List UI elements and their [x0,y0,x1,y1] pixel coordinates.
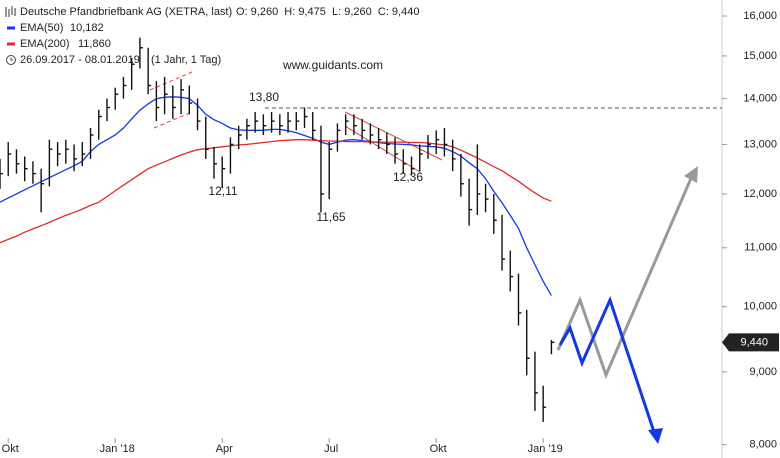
last-price-box [722,333,779,352]
legend-value: 11,860 [78,38,111,50]
x-tick-label: Apr [216,443,233,455]
y-tick-label: 16,000 [743,10,777,22]
legend-value: 10,182 [70,22,104,34]
y-tick-label: 15,000 [743,50,777,62]
ema-line [0,96,552,296]
clock-hands [10,57,13,61]
quote: O: 9,260 H: 9,475 L: 9,260 C: 9,440 [236,6,419,18]
x-tick-label: Jan '19 [528,443,563,455]
header-icon [5,6,16,17]
x-tick-label: Jan '18 [100,443,135,455]
annotation: 13,80 [249,90,279,104]
y-tick-label: 12,000 [743,188,777,200]
chart-title: Deutsche Pfandbriefbank AG (XETRA, last) [20,6,232,18]
arrow-head [648,428,663,444]
last-price-label: 9,440 [740,336,768,348]
x-tick-label: Okt [2,443,19,455]
arrow-head [684,166,698,183]
annotation: 11,65 [316,210,345,224]
y-tick-label: 11,000 [744,242,777,254]
legend-label: EMA(200) [20,38,70,50]
plot: 8,000 9,000 10,000 11,000 12,000 13,000 14,000… [0,10,777,455]
annotation: 12,11 [208,184,237,198]
projection-blue [558,295,656,433]
period: (1 Jahr, 1 Tag) [151,54,221,66]
ema-line [0,139,552,244]
x-tick-label: Okt [430,443,447,455]
date-range: 26.09.2017 - 08.01.2019 [20,54,140,66]
y-tick-label: 10,000 [743,301,777,313]
clock-icon [6,55,16,65]
x-tick-label: Jul [324,443,338,455]
y-tick-label: 8,000 [749,439,777,451]
y-tick-label: 13,000 [743,138,777,150]
y-tick-label: 9,000 [749,366,777,378]
annotation: 12,36 [393,170,423,184]
trend-line [344,111,443,161]
trend-line [344,125,421,173]
watermark: www.guidants.com [282,58,383,72]
legend-label: EMA(50) [20,22,63,34]
y-tick-label: 14,000 [743,93,777,105]
